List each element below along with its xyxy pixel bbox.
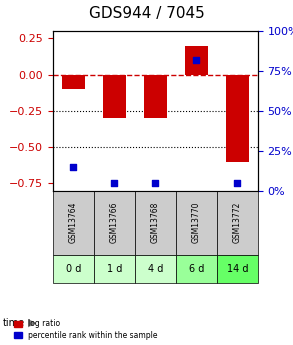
- Text: GDS944 / 7045: GDS944 / 7045: [88, 6, 205, 21]
- Point: [194, 57, 199, 62]
- FancyBboxPatch shape: [94, 255, 135, 283]
- Text: GSM13768: GSM13768: [151, 202, 160, 243]
- Text: 6 d: 6 d: [189, 264, 204, 274]
- Point: [71, 164, 76, 169]
- FancyBboxPatch shape: [53, 255, 94, 283]
- Bar: [226, 75, 248, 162]
- FancyBboxPatch shape: [53, 191, 94, 255]
- Text: 4 d: 4 d: [148, 264, 163, 274]
- Point: [153, 180, 158, 186]
- Point: [235, 180, 240, 186]
- Legend: log ratio, percentile rank within the sample: log ratio, percentile rank within the sa…: [13, 318, 159, 341]
- Text: 0 d: 0 d: [66, 264, 81, 274]
- FancyBboxPatch shape: [135, 255, 176, 283]
- Text: 1 d: 1 d: [107, 264, 122, 274]
- FancyBboxPatch shape: [176, 255, 217, 283]
- Bar: [144, 75, 166, 118]
- Text: GSM13772: GSM13772: [233, 202, 242, 243]
- FancyBboxPatch shape: [217, 255, 258, 283]
- Text: time: time: [3, 318, 25, 327]
- Text: GSM13770: GSM13770: [192, 202, 201, 243]
- Text: GSM13764: GSM13764: [69, 202, 78, 243]
- Text: ▶: ▶: [28, 318, 36, 327]
- Bar: [62, 75, 84, 89]
- FancyBboxPatch shape: [176, 191, 217, 255]
- Bar: [185, 46, 207, 75]
- FancyBboxPatch shape: [135, 191, 176, 255]
- Text: 14 d: 14 d: [226, 264, 248, 274]
- FancyBboxPatch shape: [94, 191, 135, 255]
- Point: [112, 180, 117, 186]
- Text: GSM13766: GSM13766: [110, 202, 119, 243]
- Bar: [103, 75, 125, 118]
- FancyBboxPatch shape: [217, 191, 258, 255]
